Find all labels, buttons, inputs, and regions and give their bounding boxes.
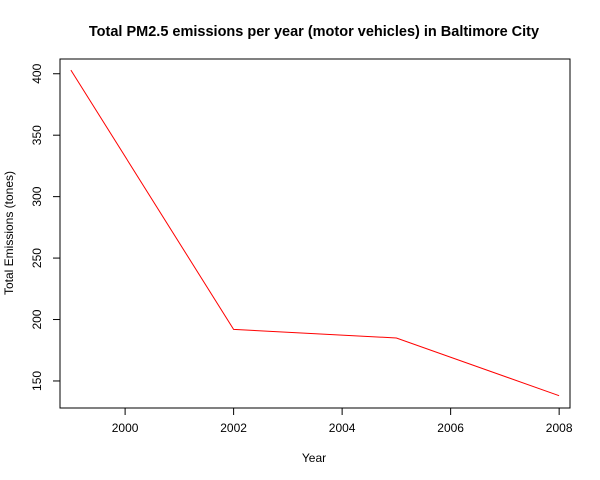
- x-tick-label: 2008: [546, 421, 573, 435]
- x-axis-title: Year: [302, 451, 326, 465]
- y-tick-label: 250: [30, 248, 44, 268]
- y-tick-label: 350: [30, 125, 44, 145]
- x-tick-label: 2004: [329, 421, 356, 435]
- x-tick-label: 2002: [220, 421, 247, 435]
- y-tick-label: 300: [30, 186, 44, 206]
- series-line: [70, 69, 560, 397]
- x-axis: 2000 2002 2004 2006 2008: [112, 407, 573, 435]
- y-tick-label: 200: [30, 309, 44, 329]
- x-tick-label: 2006: [437, 421, 464, 435]
- y-axis: 150 200 250 300 350 400: [30, 63, 61, 391]
- plot-frame: [59, 58, 571, 409]
- y-tick-label: 150: [30, 371, 44, 391]
- x-tick-label: 2000: [112, 421, 139, 435]
- y-tick-label: 400: [30, 63, 44, 83]
- chart-title: Total PM2.5 emissions per year (motor ve…: [89, 24, 539, 40]
- series-layer: [70, 69, 560, 397]
- y-axis-title: Total Emissions (tones): [2, 171, 16, 295]
